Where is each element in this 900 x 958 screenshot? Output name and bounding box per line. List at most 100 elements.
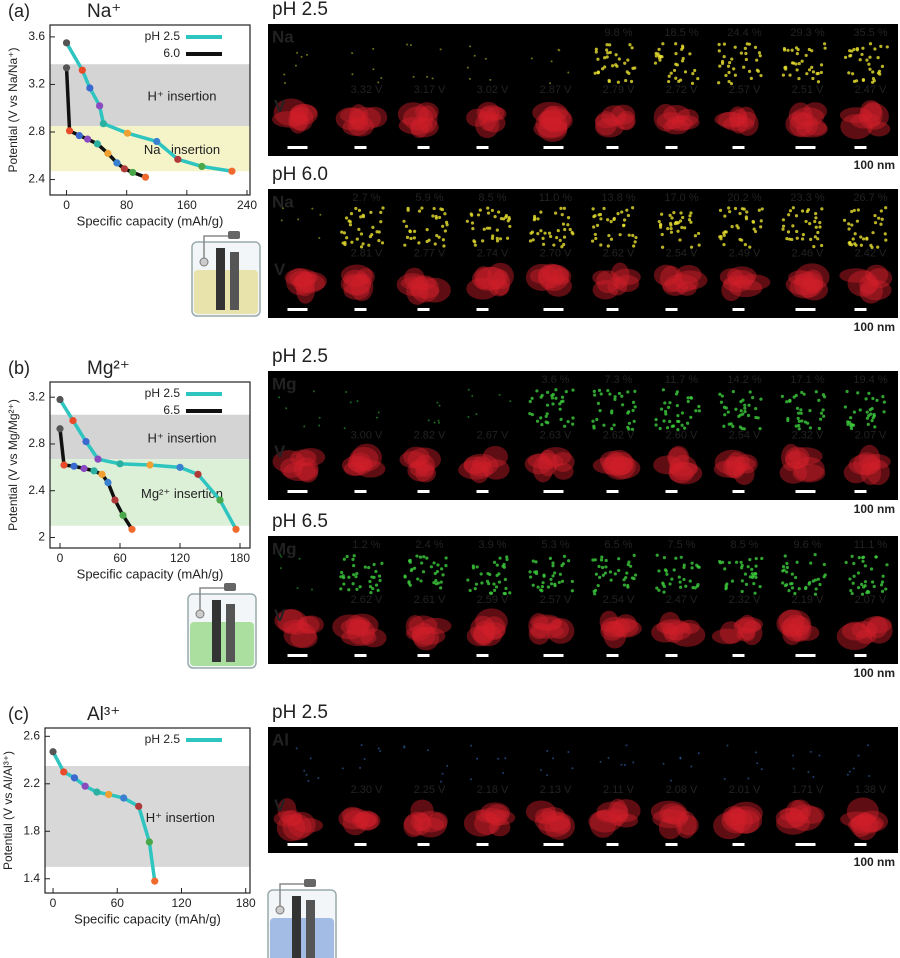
vanadium-signal <box>338 807 371 830</box>
element-signal <box>612 423 616 427</box>
vanadium-signal <box>282 462 317 482</box>
element-signal <box>437 235 441 239</box>
element-signal <box>408 560 412 564</box>
beaker-icon <box>267 879 337 958</box>
element-signal <box>377 411 380 414</box>
y-tick-label: 2 <box>38 530 45 544</box>
vanadium-signal <box>610 262 630 289</box>
element-signal <box>689 245 694 249</box>
element-signal <box>437 419 440 422</box>
element-signal <box>604 558 608 563</box>
element-signal <box>693 68 697 73</box>
element-signal <box>440 567 444 571</box>
vanadium-signal <box>848 816 883 834</box>
element-signal <box>610 427 614 431</box>
scale-bar <box>665 843 678 846</box>
element-signal <box>597 564 601 569</box>
panel-condition: pH 6.0 <box>272 164 328 185</box>
vanadium-signal <box>482 113 506 133</box>
vanadium-signal <box>736 111 759 136</box>
scale-bar <box>287 490 308 493</box>
element-signal <box>808 426 813 430</box>
vanadium-signal <box>677 281 697 296</box>
voltage-label: 2.61 V <box>414 594 446 606</box>
element-signal <box>354 575 358 579</box>
element-signal <box>279 553 282 556</box>
scale-bar <box>795 308 816 311</box>
vanadium-signal <box>839 107 873 124</box>
plot-frame <box>49 381 251 549</box>
element-signal <box>439 586 443 590</box>
vanadium-signal <box>399 451 427 469</box>
element-signal <box>857 556 861 560</box>
element-signal <box>309 757 312 760</box>
element-signal <box>380 241 385 245</box>
element-signal <box>342 231 347 235</box>
element-signal <box>723 214 727 218</box>
element-signal <box>347 219 351 223</box>
element-signal <box>535 419 540 423</box>
element-signal <box>491 234 495 238</box>
image-strip <box>268 24 898 156</box>
element-signal <box>849 588 853 593</box>
vanadium-signal <box>859 278 883 304</box>
vanadium-signal <box>855 629 877 644</box>
element-signal <box>555 236 559 240</box>
element-signal <box>669 779 672 782</box>
vanadium-signal <box>663 119 690 135</box>
element-signal <box>319 213 322 216</box>
element-signal <box>800 390 804 395</box>
vanadium-signal <box>283 622 317 648</box>
element-signal <box>781 73 785 77</box>
scale-bar <box>665 146 678 149</box>
vanadium-signal <box>537 263 565 289</box>
element-signal <box>528 239 533 243</box>
element-signal <box>607 233 611 238</box>
scale-bar <box>476 843 489 846</box>
scale-bar-label: 100 nm <box>854 320 895 334</box>
element-signal <box>441 238 445 242</box>
vanadium-signal <box>778 609 805 635</box>
element-signal <box>816 80 821 84</box>
element-signal <box>536 585 540 589</box>
element-signal <box>345 391 348 394</box>
vanadium-signal <box>614 813 639 828</box>
element-signal <box>371 586 375 591</box>
vanadium-signal <box>349 107 382 131</box>
vanadium-signal <box>785 450 809 470</box>
element-signal <box>558 238 562 242</box>
element-signal <box>683 226 687 230</box>
element-signal <box>785 570 789 574</box>
scale-bar <box>476 308 489 311</box>
vanadium-signal <box>289 112 310 131</box>
element-signal <box>743 410 747 414</box>
element-signal <box>680 44 685 48</box>
element-signal <box>819 411 824 415</box>
element-signal <box>381 206 385 210</box>
scale-bar <box>606 490 619 493</box>
element-signal <box>377 747 380 750</box>
element-signal <box>551 402 555 406</box>
vanadium-signal <box>339 107 367 124</box>
element-signal <box>359 215 363 219</box>
vanadium-signal <box>403 446 430 467</box>
element-signal <box>853 232 857 236</box>
vanadium-signal <box>288 107 308 134</box>
scale-bar <box>665 308 678 311</box>
data-point <box>105 790 113 799</box>
shaded-region <box>50 126 250 172</box>
data-point <box>151 877 159 885</box>
vanadium-signal <box>343 283 370 300</box>
element-signal <box>626 390 630 394</box>
vanadium-signal <box>840 811 875 828</box>
element-signal <box>809 561 813 565</box>
element-signal <box>567 559 571 563</box>
vanadium-signal <box>292 273 325 294</box>
element-signal <box>375 416 378 419</box>
scale-bar-label: 100 nm <box>854 666 895 680</box>
vanadium-signal <box>405 626 430 641</box>
element-signal <box>689 415 693 419</box>
vanadium-signal <box>406 278 429 305</box>
data-point <box>135 802 143 810</box>
element-signal <box>421 570 426 574</box>
